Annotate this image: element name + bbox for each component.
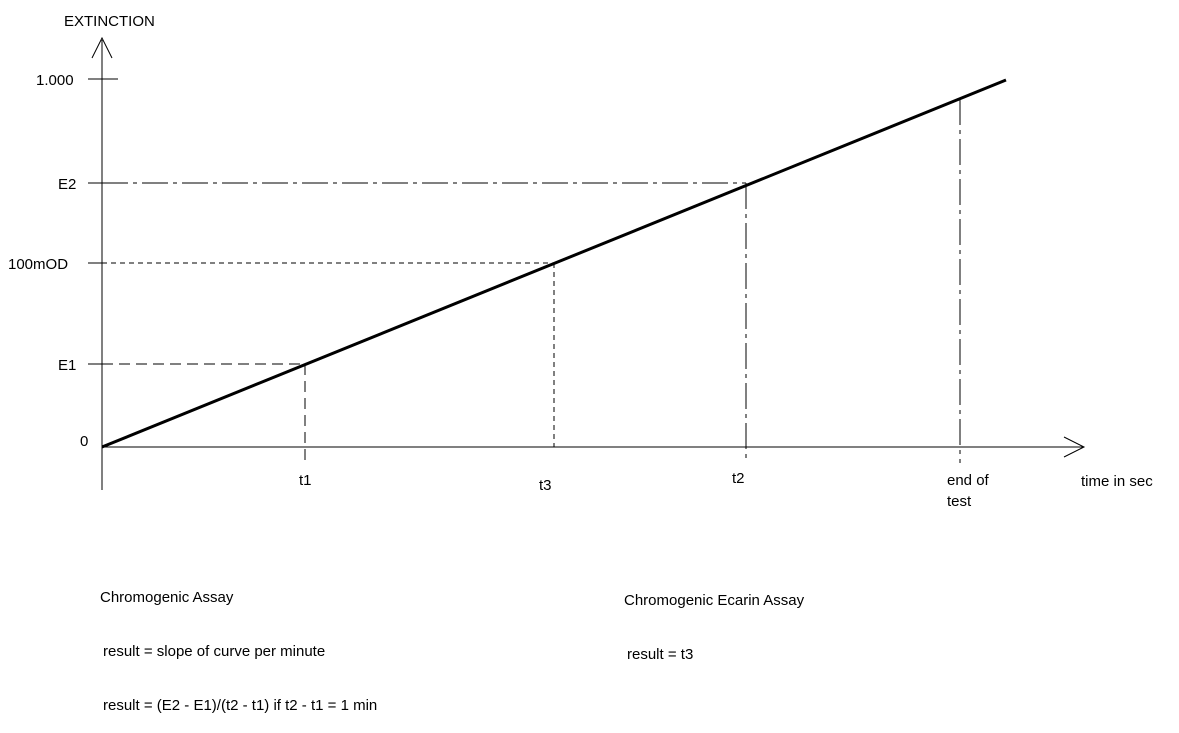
ecarin-assay-line1: result = t3 xyxy=(627,646,694,663)
y-axis-title: EXTINCTION xyxy=(64,13,155,30)
x-tick-label-t1: t1 xyxy=(299,472,312,489)
chromogenic-assay-note: Chromogenic Assay result = slope of curv… xyxy=(100,553,377,733)
chromogenic-assay-line2: result = (E2 - E1)/(t2 - t1) if t2 - t1 … xyxy=(103,697,378,714)
x-axis-arrowhead xyxy=(1063,436,1086,458)
extinction-diagram: EXTINCTION time in sec 1.000 E2 100mOD E… xyxy=(8,13,1153,510)
ecarin-assay-note: Chromogenic Ecarin Assay result = t3 xyxy=(624,556,804,682)
chromogenic-assay-title: Chromogenic Assay xyxy=(100,589,234,606)
y-tick-label-100mod: 100mOD xyxy=(8,256,68,273)
x-tick-label-t2: t2 xyxy=(732,470,745,487)
x-tick-label-end-line1: end of xyxy=(947,472,990,489)
extinction-curve xyxy=(101,78,1007,449)
y-tick-label-e1: E1 xyxy=(58,357,76,374)
x-tick-label-t3: t3 xyxy=(539,477,552,494)
x-tick-label-end-line2: test xyxy=(947,493,972,510)
y-tick-label-one: 1.000 xyxy=(36,72,74,89)
x-axis-title: time in sec xyxy=(1081,473,1153,490)
chromogenic-assay-line1: result = slope of curve per minute xyxy=(103,643,326,660)
y-tick-label-zero: 0 xyxy=(80,433,88,450)
y-axis-arrowhead xyxy=(91,36,113,59)
y-tick-label-e2: E2 xyxy=(58,176,76,193)
ecarin-assay-title: Chromogenic Ecarin Assay xyxy=(624,592,805,609)
